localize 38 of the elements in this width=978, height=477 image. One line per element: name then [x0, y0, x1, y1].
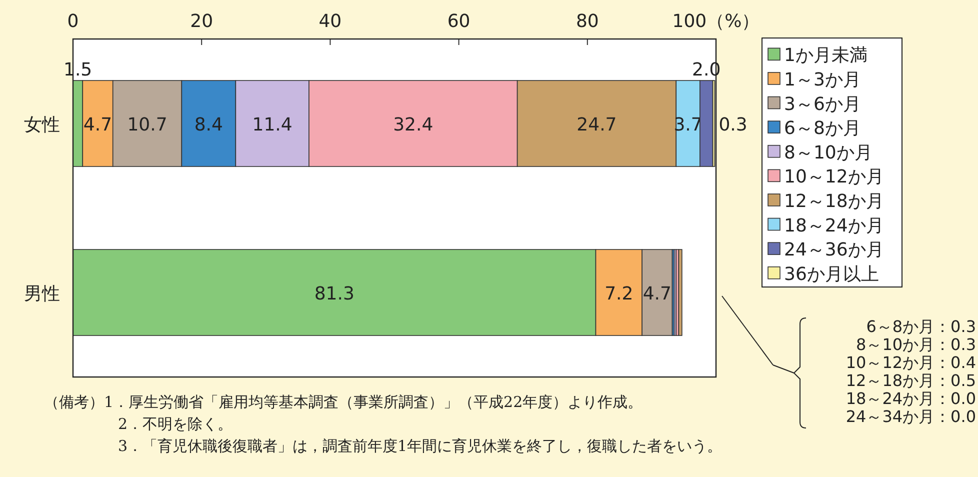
text: 3．「育児休職後復職者」は，調査前年度1年間に育児休業を終了し，復職した者をいう。	[118, 436, 724, 457]
data-label: 10.7	[127, 114, 168, 136]
x-tick-label: 80	[576, 11, 599, 32]
data-label: 32.4	[393, 114, 434, 136]
text: 24～34か月：0.0	[846, 407, 976, 426]
x-tick-label: 60	[447, 11, 470, 32]
x-tick-label: 40	[318, 11, 342, 32]
text: 12～18か月：0.5	[846, 371, 976, 390]
x-tick-label: 100（%）	[672, 11, 760, 32]
text: 10～12か月：0.4	[846, 353, 976, 372]
x-tick-label: 0	[67, 11, 79, 32]
y-tick-label: 女性	[24, 114, 60, 136]
legend-label: 24～36か月	[784, 240, 884, 261]
data-label: 11.4	[252, 114, 292, 136]
data-label: 0.3	[718, 114, 748, 136]
legend-label: 1～3か月	[784, 69, 861, 90]
text: 2．不明を除く。	[118, 414, 234, 435]
text: 6～8か月：0.3	[866, 317, 976, 336]
legend-label: 6～8か月	[784, 118, 861, 140]
data-label: 24.7	[576, 114, 617, 136]
bar	[678, 249, 682, 336]
legend-label: 1か月未満	[784, 45, 868, 66]
data-label: 4.7	[83, 114, 112, 136]
x-tick-label: 20	[190, 11, 214, 32]
text: （備考）1．厚生労働省「雇用均等基本調査（事業所調査）」（平成22年度）より作成。	[44, 392, 644, 413]
legend-label: 3～6か月	[784, 94, 861, 115]
text: 8～10か月：0.3	[856, 335, 976, 354]
legend-label: 10～12か月	[784, 166, 884, 188]
legend-label: 36か月以上	[784, 264, 879, 285]
y-tick-label: 男性	[24, 284, 60, 304]
data-label: 81.3	[314, 284, 354, 304]
legend-label: 18～24か月	[784, 215, 884, 236]
data-label: 4.7	[642, 284, 672, 304]
legend-label: 8～10か月	[784, 142, 872, 164]
data-label: 8.4	[194, 114, 223, 136]
data-label: 7.2	[604, 284, 634, 304]
text: 18～24か月：0.0	[846, 389, 976, 408]
legend-label: 12～18か月	[784, 190, 884, 212]
